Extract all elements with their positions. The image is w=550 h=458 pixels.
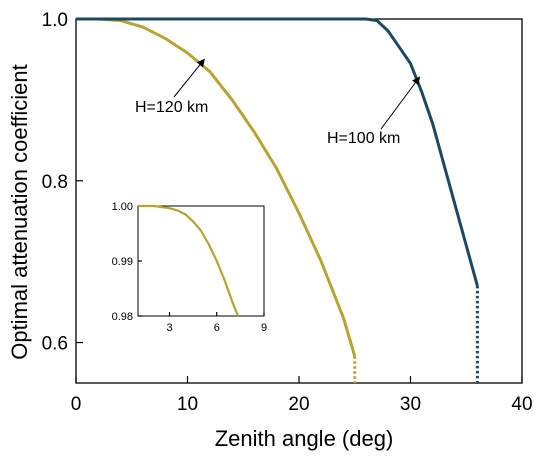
inset-y-tick-label: 0.98	[112, 311, 133, 323]
main-plot: 0 10 20 30 40 0.6 0.8 1.0 H=120 km H=100 km	[42, 10, 533, 415]
annotation-arrow	[173, 58, 205, 98]
x-axis-title: Zenith angle (deg)	[215, 426, 394, 451]
inset-x-tick-label: 3	[166, 322, 172, 334]
y-axis-title: Optimal attenuation coefficient	[7, 64, 32, 360]
y-tick-label: 0.6	[42, 334, 68, 355]
inset-y-tick-label: 1.00	[112, 201, 133, 213]
inset-y-tick-label: 0.99	[112, 256, 133, 268]
inset-x-tick-label: 9	[261, 322, 267, 334]
inset-series-line-0	[138, 204, 240, 317]
x-tick-label: 0	[71, 394, 82, 415]
x-tick-label: 40	[511, 394, 532, 415]
inset-plot: 3 6 9 0.98 0.99 1.00	[112, 201, 267, 334]
annotation-label: H=100 km	[327, 130, 400, 147]
inset-frame	[137, 205, 265, 317]
y-tick-label: 1.0	[42, 10, 68, 31]
x-tick-label: 30	[400, 394, 421, 415]
series-line-1	[76, 17, 479, 287]
series-line-0	[76, 17, 357, 357]
x-tick-label: 20	[288, 394, 309, 415]
y-tick-label: 0.8	[42, 172, 68, 193]
inset-x-tick-label: 6	[214, 322, 220, 334]
annotation-arrow	[380, 76, 421, 130]
annotation-label: H=120 km	[135, 99, 208, 116]
x-tick-label: 10	[177, 394, 198, 415]
